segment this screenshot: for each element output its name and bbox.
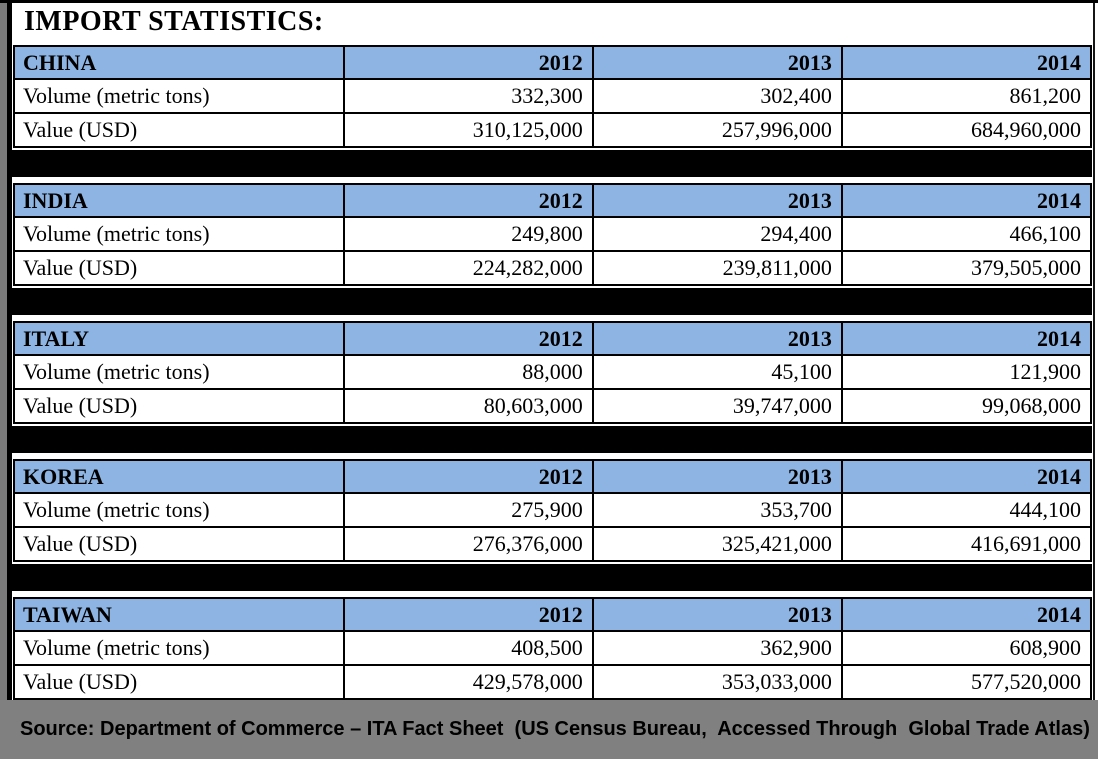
value-row: Value (USD) 429,578,000 353,033,000 577,…: [13, 664, 1093, 700]
value-cell: 416,691,000: [840, 526, 1093, 562]
year-header: 2012: [342, 597, 594, 632]
year-header: 2013: [591, 597, 843, 632]
country-table-korea: KOREA 2012 2013 2014 Volume (metric tons…: [13, 459, 1093, 562]
page-left-shadow: [0, 0, 7, 759]
country-name: INDIA: [13, 183, 345, 218]
value-cell: 310,125,000: [342, 112, 594, 148]
value-cell: 429,578,000: [342, 664, 594, 700]
volume-cell: 275,900: [342, 492, 594, 528]
value-cell: 577,520,000: [840, 664, 1093, 700]
year-header: 2013: [591, 459, 843, 494]
row-label: Value (USD): [13, 112, 345, 148]
country-name: CHINA: [13, 45, 345, 80]
value-cell: 684,960,000: [840, 112, 1093, 148]
value-row: Value (USD) 310,125,000 257,996,000 684,…: [13, 112, 1093, 148]
volume-row: Volume (metric tons) 88,000 45,100 121,9…: [13, 354, 1093, 390]
value-cell: 99,068,000: [840, 388, 1093, 424]
value-cell: 276,376,000: [342, 526, 594, 562]
country-name: TAIWAN: [13, 597, 345, 632]
volume-cell: 302,400: [591, 78, 843, 114]
year-header: 2013: [591, 321, 843, 356]
value-cell: 39,747,000: [591, 388, 843, 424]
year-header: 2013: [591, 183, 843, 218]
country-name: KOREA: [13, 459, 345, 494]
volume-cell: 353,700: [591, 492, 843, 528]
row-label: Value (USD): [13, 526, 345, 562]
value-row: Value (USD) 224,282,000 239,811,000 379,…: [13, 250, 1093, 286]
country-table-india: INDIA 2012 2013 2014 Volume (metric tons…: [13, 183, 1093, 286]
year-header: 2012: [342, 45, 594, 80]
source-text: Source: Department of Commerce – ITA Fac…: [20, 718, 1090, 740]
volume-cell: 45,100: [591, 354, 843, 390]
country-table-taiwan: TAIWAN 2012 2013 2014 Volume (metric ton…: [13, 597, 1093, 700]
table-header-row: INDIA 2012 2013 2014: [13, 183, 1093, 218]
row-label: Volume (metric tons): [13, 630, 345, 666]
year-header: 2014: [840, 459, 1093, 494]
volume-row: Volume (metric tons) 408,500 362,900 608…: [13, 630, 1093, 666]
volume-row: Volume (metric tons) 275,900 353,700 444…: [13, 492, 1093, 528]
year-header: 2014: [840, 45, 1093, 80]
table-header-row: KOREA 2012 2013 2014: [13, 459, 1093, 494]
year-header: 2012: [342, 183, 594, 218]
value-row: Value (USD) 80,603,000 39,747,000 99,068…: [13, 388, 1093, 424]
section-separator: [7, 564, 1092, 591]
volume-cell: 444,100: [840, 492, 1093, 528]
volume-cell: 362,900: [591, 630, 843, 666]
row-label: Volume (metric tons): [13, 78, 345, 114]
volume-cell: 466,100: [840, 216, 1093, 252]
country-table-china: CHINA 2012 2013 2014 Volume (metric tons…: [13, 45, 1093, 148]
value-cell: 257,996,000: [591, 112, 843, 148]
country-name: ITALY: [13, 321, 345, 356]
value-cell: 239,811,000: [591, 250, 843, 286]
page-left-border: [7, 0, 12, 700]
volume-row: Volume (metric tons) 332,300 302,400 861…: [13, 78, 1093, 114]
table-header-row: CHINA 2012 2013 2014: [13, 45, 1093, 80]
year-header: 2014: [840, 321, 1093, 356]
year-header: 2013: [591, 45, 843, 80]
table-header-row: TAIWAN 2012 2013 2014: [13, 597, 1093, 632]
section-separator: [7, 288, 1092, 315]
value-cell: 353,033,000: [591, 664, 843, 700]
import-statistics-tables: CHINA 2012 2013 2014 Volume (metric tons…: [7, 45, 1093, 700]
value-cell: 379,505,000: [840, 250, 1093, 286]
source-footer: Source: Department of Commerce – ITA Fac…: [0, 700, 1098, 759]
section-separator: [7, 426, 1092, 453]
year-header: 2014: [840, 597, 1093, 632]
page-right-border: [1093, 3, 1095, 700]
section-separator: [7, 150, 1092, 177]
volume-row: Volume (metric tons) 249,800 294,400 466…: [13, 216, 1093, 252]
row-label: Volume (metric tons): [13, 216, 345, 252]
row-label: Value (USD): [13, 664, 345, 700]
row-label: Volume (metric tons): [13, 492, 345, 528]
table-header-row: ITALY 2012 2013 2014: [13, 321, 1093, 356]
page-title: IMPORT STATISTICS:: [24, 6, 324, 37]
volume-cell: 88,000: [342, 354, 594, 390]
volume-cell: 249,800: [342, 216, 594, 252]
row-label: Volume (metric tons): [13, 354, 345, 390]
row-label: Value (USD): [13, 388, 345, 424]
year-header: 2014: [840, 183, 1093, 218]
value-cell: 80,603,000: [342, 388, 594, 424]
row-label: Value (USD): [13, 250, 345, 286]
year-header: 2012: [342, 321, 594, 356]
volume-cell: 408,500: [342, 630, 594, 666]
volume-cell: 608,900: [840, 630, 1093, 666]
value-row: Value (USD) 276,376,000 325,421,000 416,…: [13, 526, 1093, 562]
volume-cell: 861,200: [840, 78, 1093, 114]
year-header: 2012: [342, 459, 594, 494]
value-cell: 325,421,000: [591, 526, 843, 562]
value-cell: 224,282,000: [342, 250, 594, 286]
page-top-border: [0, 0, 1098, 3]
volume-cell: 121,900: [840, 354, 1093, 390]
volume-cell: 294,400: [591, 216, 843, 252]
volume-cell: 332,300: [342, 78, 594, 114]
country-table-italy: ITALY 2012 2013 2014 Volume (metric tons…: [13, 321, 1093, 424]
